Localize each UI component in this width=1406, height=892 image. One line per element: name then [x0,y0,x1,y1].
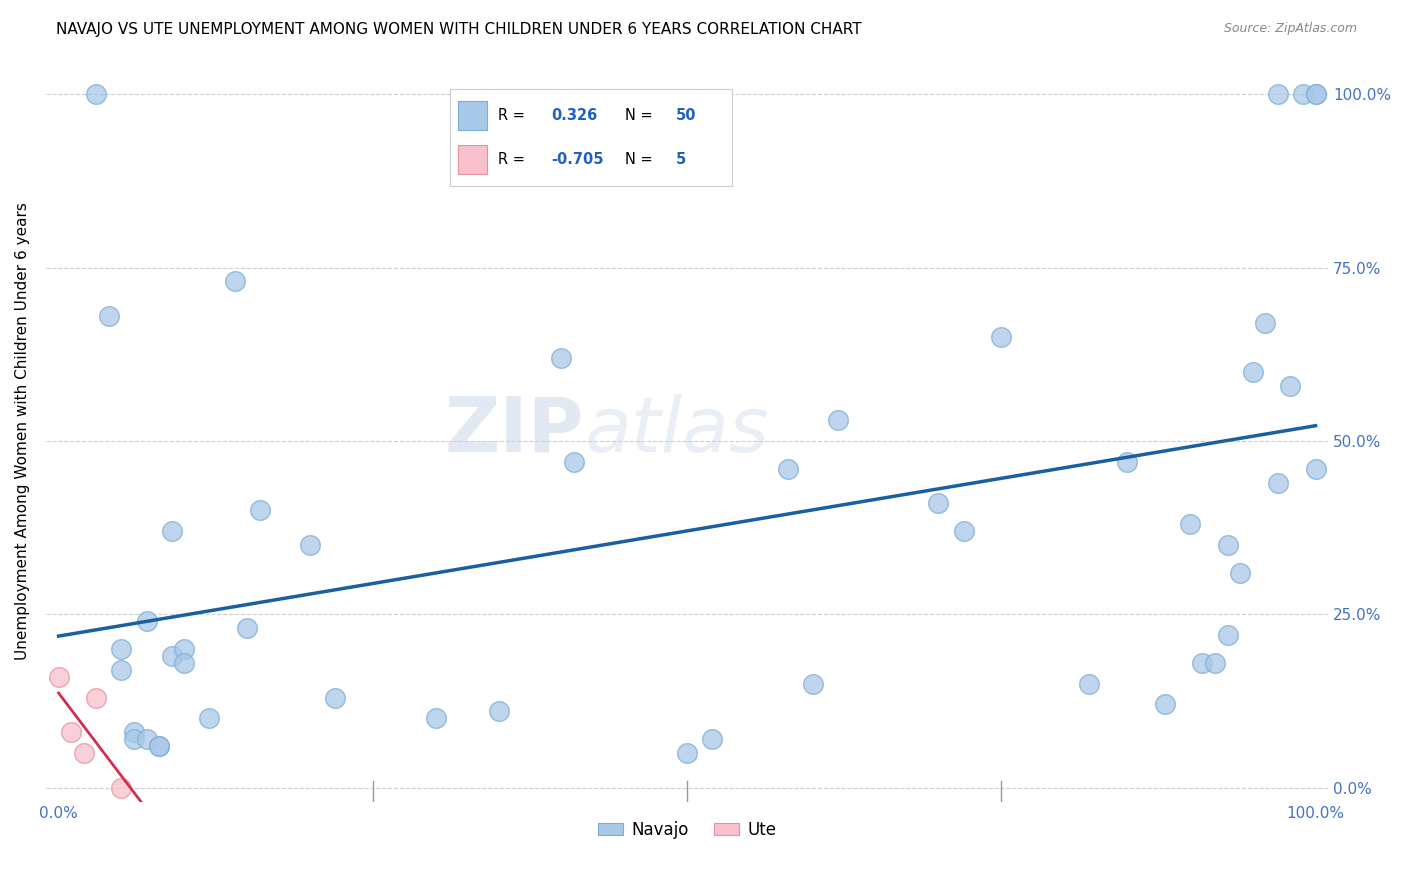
Point [110,642,132,657]
Text: atlas: atlas [585,393,769,467]
Point [48,670,70,684]
Point [148,739,170,753]
Point [84,690,107,705]
Point [1204,656,1226,670]
Point [676,746,699,760]
Point [1305,461,1327,475]
Point [990,330,1012,344]
Point [827,413,849,427]
Point [173,642,195,657]
Point [135,732,157,747]
Point [1305,87,1327,102]
Point [298,538,321,552]
Point [1191,656,1213,670]
Text: ZIP: ZIP [444,393,585,467]
Point [160,648,183,663]
Point [97,309,120,323]
Point [1305,87,1327,102]
Legend: Navajo, Ute: Navajo, Ute [592,814,783,846]
Point [122,725,145,739]
Point [1254,316,1277,330]
Point [1241,365,1264,379]
Point [198,711,221,725]
Text: NAVAJO VS UTE UNEMPLOYMENT AMONG WOMEN WITH CHILDREN UNDER 6 YEARS CORRELATION C: NAVAJO VS UTE UNEMPLOYMENT AMONG WOMEN W… [56,22,862,37]
Point [801,676,824,690]
Point [1229,566,1251,580]
Point [73,746,96,760]
Point [122,732,145,747]
Text: Source: ZipAtlas.com: Source: ZipAtlas.com [1223,22,1357,36]
Point [927,496,949,510]
Point [323,690,346,705]
Point [702,732,724,747]
Point [776,461,799,475]
Point [550,351,572,365]
Point [952,524,974,538]
Point [1216,628,1239,642]
Point [60,725,83,739]
Point [110,663,132,677]
Point [1279,378,1302,392]
Point [173,656,195,670]
Point [148,739,170,753]
Point [1216,538,1239,552]
Point [1078,676,1101,690]
Point [236,621,259,635]
Point [1292,87,1315,102]
Point [1153,698,1175,712]
Point [1267,475,1289,490]
Y-axis label: Unemployment Among Women with Children Under 6 years: Unemployment Among Women with Children U… [15,202,30,659]
Point [249,503,271,517]
Point [562,455,585,469]
Point [135,615,157,629]
Point [84,87,107,102]
Point [110,780,132,795]
Point [488,705,510,719]
Point [1178,517,1201,532]
Point [160,524,183,538]
Point [1116,455,1139,469]
Point [1267,87,1289,102]
Point [425,711,447,725]
Point [224,275,246,289]
